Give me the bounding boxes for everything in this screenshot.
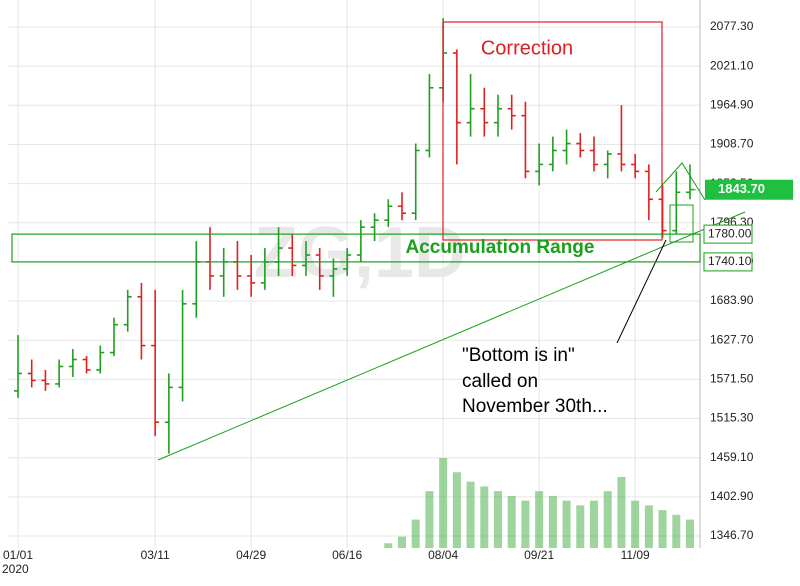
volume-bar [494,491,502,548]
x-sublabel: 2020 [2,562,29,576]
volume-bar [425,491,434,548]
y-tick-label: 1571.50 [710,372,754,386]
volume-bar [658,510,667,548]
price-label: 1740.10 [708,254,752,268]
volume-bar [398,536,406,548]
volume-bar [631,500,640,548]
note: called on [462,371,538,392]
x-tick-label: 03/11 [141,548,170,562]
y-tick-label: 1459.10 [710,450,754,464]
y-tick-label: 2077.30 [710,19,754,33]
y-tick-label: 1402.90 [710,489,754,503]
y-tick-label: 1346.70 [710,528,754,542]
volume-bar [466,481,475,548]
y-tick-label: 1683.90 [710,293,754,307]
last-price-box [705,179,793,200]
volume-bar [686,519,694,548]
correction-box [442,21,663,241]
volume-bar [384,543,393,548]
x-tick-label: 11/09 [621,548,650,562]
y-tick-label: 2021.10 [710,58,754,72]
volume-bar [672,514,681,548]
note: November 30th... [462,396,608,417]
accumulation-label: Accumulation Range [406,237,595,258]
correction-label: Correction [481,37,573,59]
bottom-box [669,204,694,243]
volume-bar [507,495,516,548]
y-tick-label: 1627.70 [710,332,754,346]
x-tick-label: 01/01 [3,548,33,562]
x-tick-label: 08/04 [428,548,458,562]
triangle [655,162,706,201]
y-tick-label: 1908.70 [710,137,754,151]
volume-bar [576,505,585,548]
price-box [703,224,753,244]
volume-bar [603,491,612,548]
volume-bar [617,476,626,548]
volume-bar [548,495,557,548]
volume [384,458,694,548]
trendline [157,211,746,461]
volume-bar [562,500,571,548]
overlays: Accumulation Range 1780.00 1740.10 1843.70 [11,179,793,272]
y-tick-label: 1515.30 [710,411,754,425]
last-price-label: 1843.70 [718,181,765,196]
x-tick-label: 04/29 [236,548,266,562]
volume-bar [480,486,489,548]
pointer [616,239,667,344]
note: "Bottom is in" [462,345,575,366]
volume-bar [644,505,653,548]
volume-bar [535,491,544,548]
volume-bar [439,458,448,548]
volume-bar [590,500,598,548]
x-tick-label: 06/16 [332,548,362,562]
price-label: 1780.00 [708,226,752,240]
volume-bar [521,500,530,548]
price-box [703,252,753,272]
volume-bar [411,519,420,548]
volume-bar [452,472,461,548]
accumulation-box [11,233,701,263]
watermark: ZG,1D [254,213,466,293]
y-tick-label: 1964.90 [710,97,754,111]
x-tick-label: 09/21 [524,548,554,562]
